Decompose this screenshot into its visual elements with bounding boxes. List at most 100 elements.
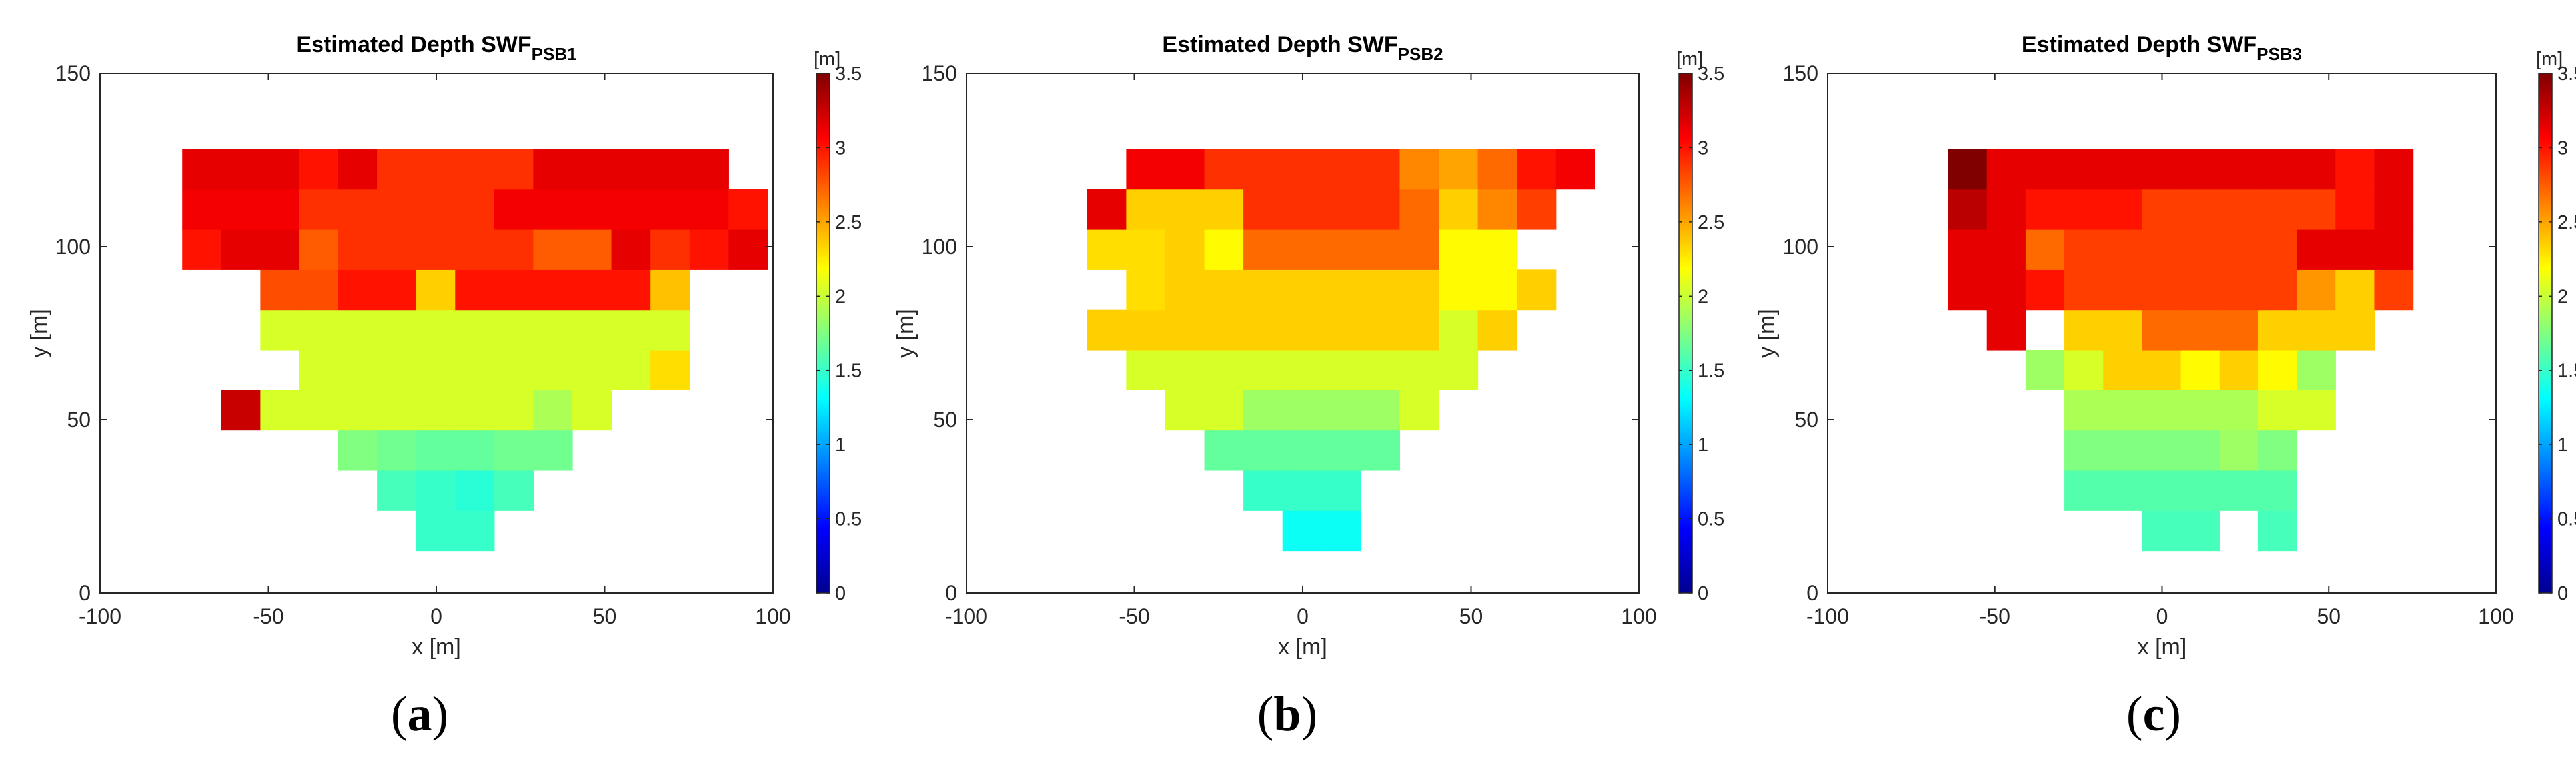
heatmap-cell (2025, 189, 2065, 230)
heatmap-cell (2180, 390, 2220, 431)
heatmap-cell (299, 309, 339, 351)
heatmap-cell (2142, 470, 2182, 511)
heatmap-cell (1948, 269, 1988, 311)
heatmap-cell (1477, 189, 1517, 230)
colorbar-tick-label: 0.5 (2557, 509, 2576, 530)
heatmap-cell (2219, 390, 2259, 431)
y-axis-label: y [m] (27, 309, 52, 358)
heatmap-cell (1360, 309, 1401, 351)
heatmap-cell (572, 349, 612, 390)
x-tick-label: -50 (1119, 604, 1149, 628)
heatmap-cell (533, 309, 573, 351)
heatmap-cell (533, 349, 573, 390)
heatmap-cell (377, 189, 417, 230)
heatmap-cell (1282, 309, 1322, 351)
y-tick-label: 100 (1783, 235, 1818, 259)
heatmap-cell (299, 349, 339, 390)
heatmap-cell (1243, 149, 1283, 190)
heatmap-cell (2180, 349, 2220, 390)
colorbar-tick-label: 0.5 (1698, 509, 1724, 530)
heatmap-cell (650, 229, 690, 270)
heatmap-cell (1517, 149, 1557, 190)
colorbar: 0 0.5 1 1.5 2 2.5 3 3.5[m] (814, 49, 862, 604)
heatmap-cell (455, 269, 495, 311)
heatmap-cell (1555, 149, 1595, 190)
heatmap-cell (2219, 269, 2259, 311)
heatmap-cell (572, 149, 612, 190)
y-tick-label: 50 (1794, 408, 1818, 432)
heatmap-cell (416, 309, 456, 351)
heatmap-cell (1126, 189, 1166, 230)
heatmap-cell (1204, 149, 1244, 190)
colorbar-tick-label: 2 (1698, 286, 1708, 307)
heatmap-cell (2064, 229, 2104, 270)
heatmap-cell (2257, 229, 2297, 270)
heatmap-cell (2257, 470, 2297, 511)
heatmap-cell (1439, 149, 1479, 190)
heatmap-cell (2142, 349, 2182, 390)
chart-title-main: Estimated Depth SWF (1162, 32, 1397, 57)
y-tick-label: 50 (933, 408, 957, 432)
colorbar-tick-label: 1 (1698, 434, 1708, 456)
heatmap-cell (2335, 229, 2375, 270)
heatmap-cell (611, 189, 651, 230)
heatmap-cell (1282, 510, 1322, 552)
heatmap-cell (2257, 309, 2297, 351)
heatmap-cell (494, 430, 534, 471)
heatmap-cell (2219, 349, 2259, 390)
heatmap-cell (299, 149, 339, 190)
heatmap-cell (2142, 229, 2182, 270)
heatmap-cell (260, 149, 300, 190)
heatmap-cell (377, 390, 417, 431)
heatmap-cell (1517, 189, 1557, 230)
heatmap-cell (1399, 349, 1439, 390)
heatmap-cell (260, 269, 300, 311)
heatmap-cell (2142, 189, 2182, 230)
heatmap-cell (260, 189, 300, 230)
heatmap-cell (2374, 229, 2414, 270)
chart-title-subscript: PSB3 (2257, 44, 2302, 64)
heatmap-cell (455, 309, 495, 351)
heatmap-cell (1986, 269, 2026, 311)
heatmap-cell (455, 349, 495, 390)
colorbar-tick-label: 2.5 (2557, 212, 2576, 233)
heatmap-cell (2335, 149, 2375, 190)
heatmap-cell (2103, 349, 2143, 390)
heatmap-cell (1282, 349, 1322, 390)
heatmap-cell (1204, 189, 1244, 230)
heatmap-cell (455, 470, 495, 511)
heatmap-cell (1360, 390, 1401, 431)
colorbar-tick-label: 2 (835, 286, 846, 307)
heatmap-cell (1321, 510, 1361, 552)
heatmap-cell (650, 189, 690, 230)
heatmap-cell (2064, 149, 2104, 190)
heatmap-cell (2142, 510, 2182, 552)
heatmap-cell (2297, 229, 2336, 270)
x-tick-label: 50 (593, 604, 617, 628)
heatmap-cell (1087, 229, 1127, 270)
heatmap-cell (2257, 189, 2297, 230)
colorbar-tick-label: 2.5 (835, 212, 862, 233)
heatmap-cell (2335, 309, 2375, 351)
x-tick-label: -50 (253, 604, 283, 628)
heatmap-cell (455, 229, 495, 270)
heatmap-cell (1282, 269, 1322, 311)
heatmap-cell (2103, 470, 2143, 511)
heatmap-cells (1948, 149, 2414, 552)
heatmap-cell (1204, 430, 1244, 471)
heatmap-cell (2180, 229, 2220, 270)
x-axis-label: x [m] (2138, 634, 2187, 660)
heatmap-cell (1360, 430, 1401, 471)
heatmap-cell (2064, 349, 2104, 390)
heatmap-cell (494, 390, 534, 431)
heatmap-cell (2025, 149, 2065, 190)
heatmap-cell (1321, 309, 1361, 351)
heatmap-cell (1439, 349, 1479, 390)
heatmap-cell (1126, 229, 1166, 270)
heatmap-cell (572, 189, 612, 230)
x-tick-label: 100 (2478, 604, 2513, 628)
x-axis-label: x [m] (412, 634, 461, 660)
y-tick-label: 100 (922, 235, 957, 259)
heatmap-cell (2219, 470, 2259, 511)
heatmap-cell (416, 349, 456, 390)
